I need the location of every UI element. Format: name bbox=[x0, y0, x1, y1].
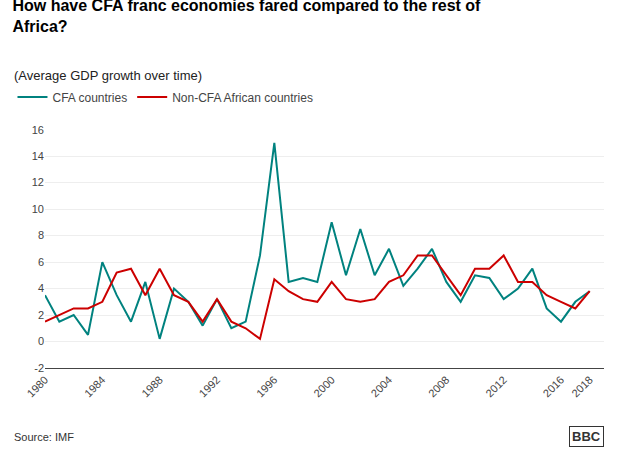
svg-text:2008: 2008 bbox=[426, 374, 452, 400]
svg-text:BBC: BBC bbox=[572, 429, 601, 444]
svg-text:CFA countries: CFA countries bbox=[52, 91, 127, 105]
svg-text:10: 10 bbox=[32, 203, 44, 215]
svg-text:4: 4 bbox=[38, 282, 44, 294]
svg-text:2000: 2000 bbox=[311, 374, 337, 400]
svg-text:(Average GDP growth over time): (Average GDP growth over time) bbox=[14, 68, 202, 83]
svg-text:8: 8 bbox=[38, 229, 44, 241]
svg-text:1980: 1980 bbox=[25, 374, 51, 400]
svg-text:2016: 2016 bbox=[541, 374, 567, 400]
svg-text:6: 6 bbox=[38, 256, 44, 268]
svg-text:0: 0 bbox=[38, 335, 44, 347]
svg-text:How have CFA franc economies f: How have CFA franc economies fared compa… bbox=[12, 0, 481, 35]
svg-text:2: 2 bbox=[38, 309, 44, 321]
svg-text:2018: 2018 bbox=[569, 374, 595, 400]
svg-text:-2: -2 bbox=[34, 362, 44, 374]
svg-text:1996: 1996 bbox=[254, 374, 280, 400]
svg-text:Source: IMF: Source: IMF bbox=[14, 431, 74, 443]
svg-text:12: 12 bbox=[32, 176, 44, 188]
svg-text:14: 14 bbox=[32, 150, 44, 162]
svg-text:Non-CFA African countries: Non-CFA African countries bbox=[172, 91, 313, 105]
svg-text:16: 16 bbox=[32, 124, 44, 136]
svg-text:1988: 1988 bbox=[139, 374, 165, 400]
svg-text:1992: 1992 bbox=[197, 374, 223, 400]
svg-text:2004: 2004 bbox=[369, 374, 395, 400]
svg-text:2012: 2012 bbox=[483, 374, 509, 400]
svg-text:1984: 1984 bbox=[82, 374, 108, 400]
